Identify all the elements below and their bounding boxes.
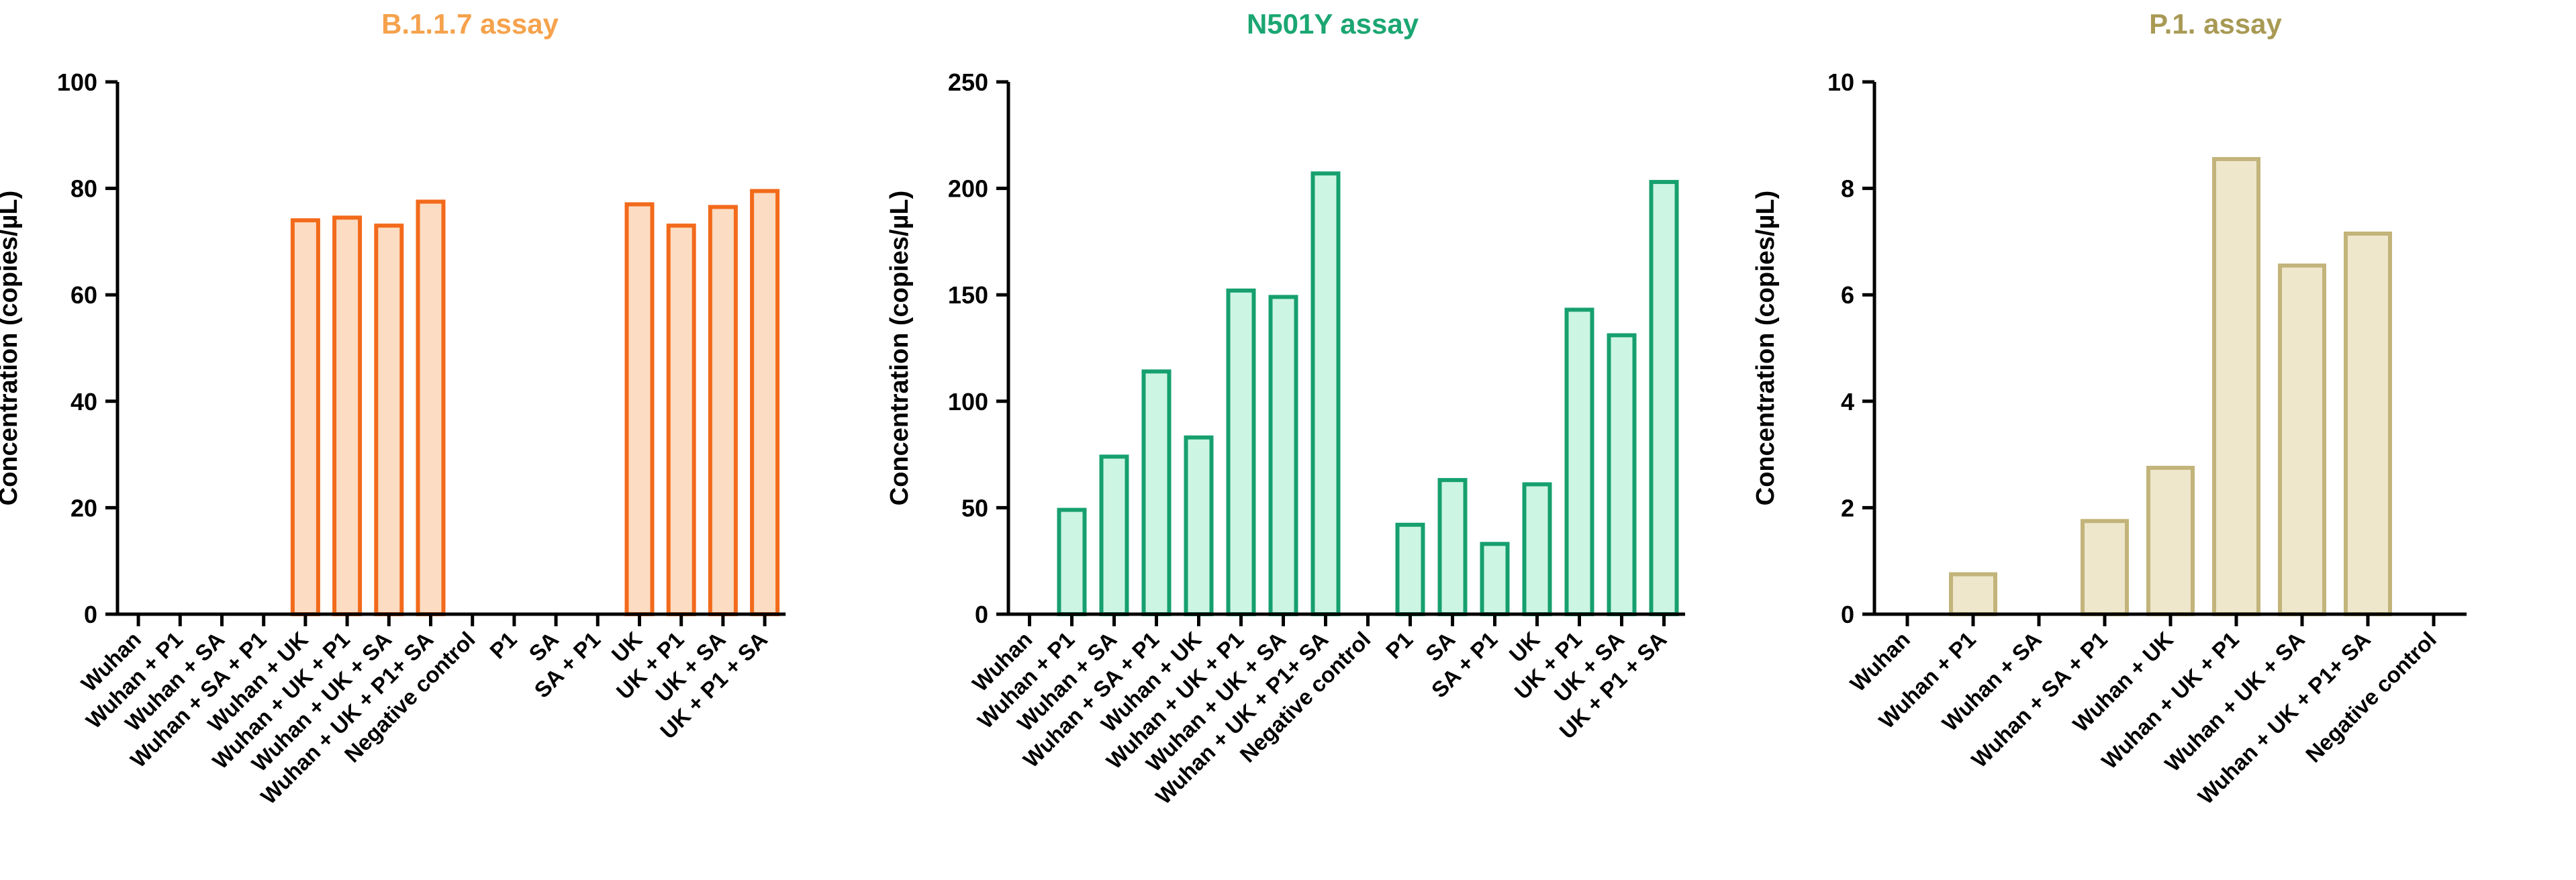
y-tick-label: 0: [975, 601, 988, 628]
y-axis-label: Concentration (copies/µL): [886, 191, 914, 505]
bar: [1437, 478, 1468, 616]
chart-title: B.1.1.7 assay: [381, 8, 559, 40]
bar: [2278, 263, 2326, 616]
y-tick-label: 60: [70, 281, 97, 309]
bar: [624, 202, 655, 616]
bar: [1184, 435, 1214, 616]
y-tick-label: 150: [948, 281, 988, 309]
bar: [1310, 171, 1341, 616]
x-tick-label: P1: [1381, 627, 1418, 664]
bar: [750, 189, 780, 616]
bar: [708, 205, 738, 617]
bar: [332, 215, 363, 616]
y-tick-label: 250: [948, 68, 988, 96]
bar: [2081, 519, 2129, 616]
y-tick-label: 100: [57, 68, 97, 96]
bar: [1226, 288, 1256, 616]
bar: [1395, 522, 1425, 616]
bar: [1607, 333, 1637, 616]
y-tick-label: 20: [70, 494, 97, 522]
bar: [1141, 369, 1172, 617]
y-tick-label: 200: [948, 175, 988, 203]
y-tick-label: 6: [1841, 281, 1854, 309]
bar: [1099, 454, 1129, 616]
bar: [1949, 572, 1997, 617]
bar: [1649, 180, 1679, 617]
y-tick-label: 0: [84, 601, 97, 628]
chart-panel-1: B.1.1.7 assay Concentration (copies/µL) 0 2…: [0, 8, 786, 809]
chart-panel-2: N501Y assay Concentration (copies/µL) 0 50 1…: [886, 8, 1685, 809]
bar: [2212, 156, 2260, 617]
y-axis-label: Concentration (copies/µL): [1752, 191, 1780, 505]
bar: [2344, 232, 2392, 616]
y-tick-label: 10: [1827, 68, 1854, 96]
bar: [290, 218, 320, 616]
y-tick-label: 80: [70, 175, 97, 203]
y-tick-label: 8: [1841, 175, 1854, 203]
y-tick-label: 100: [948, 388, 988, 415]
bar: [416, 199, 446, 616]
y-tick-label: 4: [1841, 388, 1854, 415]
bar: [1522, 482, 1552, 616]
y-tick-label: 2: [1841, 494, 1854, 522]
chart-title: N501Y assay: [1247, 8, 1419, 40]
chart-title: P.1. assay: [2149, 8, 2282, 40]
chart-panel-3: P.1. assay Concentration (copies/µL) 0 2 4 6 8…: [1752, 8, 2467, 809]
bar: [2146, 465, 2195, 616]
bar: [1268, 295, 1298, 616]
y-tick-label: 0: [1841, 601, 1854, 628]
bar: [1480, 542, 1510, 616]
y-tick-label: 40: [70, 388, 97, 415]
bar: [1564, 307, 1594, 616]
bar: [374, 224, 404, 616]
x-tick-label: P1: [485, 627, 522, 664]
bar: [666, 224, 696, 616]
y-axis-label: Concentration (copies/µL): [0, 191, 23, 505]
bar: [1057, 507, 1087, 617]
y-tick-label: 50: [961, 494, 988, 522]
